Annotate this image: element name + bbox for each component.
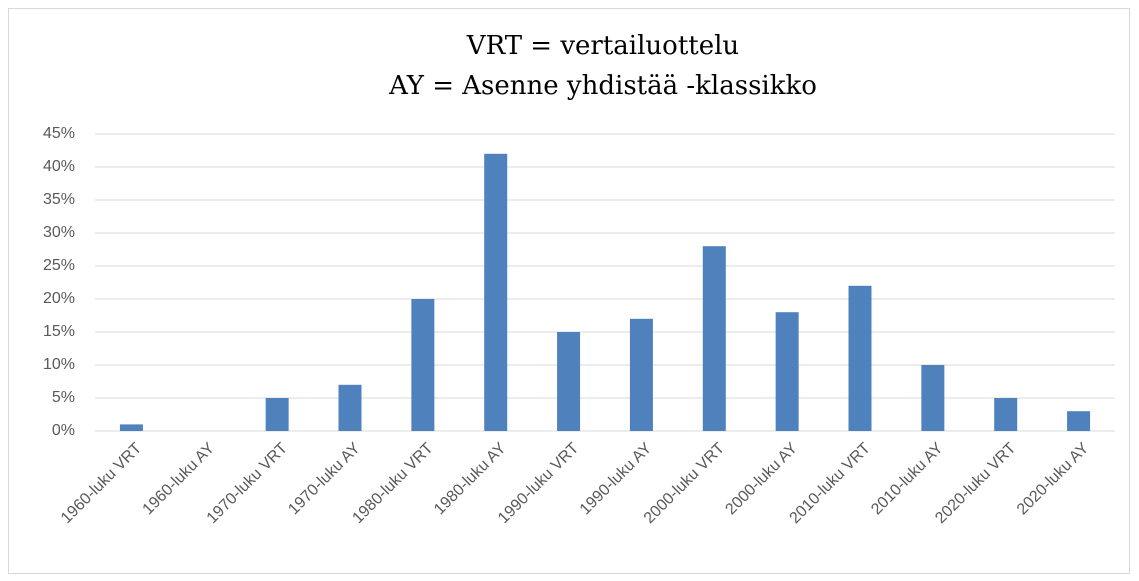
y-tick-label: 20% <box>43 290 75 307</box>
y-tick-label: 0% <box>52 422 75 439</box>
bar <box>775 312 799 431</box>
chart-title: VRT = vertailuottelu <box>466 31 739 61</box>
bar <box>338 384 362 431</box>
bar <box>921 365 945 431</box>
y-tick-label: 25% <box>43 257 75 274</box>
bar <box>265 398 289 431</box>
bar <box>848 285 872 431</box>
bar <box>1067 411 1091 431</box>
bar <box>119 424 143 431</box>
bar <box>411 299 435 431</box>
bar <box>702 246 726 431</box>
chart-title: AY = Asenne yhdistää -klassikko <box>388 71 817 101</box>
y-tick-label: 40% <box>43 158 75 175</box>
y-tick-label: 45% <box>43 125 75 142</box>
y-tick-label: 35% <box>43 191 75 208</box>
bar <box>994 398 1018 431</box>
bar <box>557 332 581 431</box>
bar <box>629 318 653 431</box>
bar <box>484 153 508 432</box>
y-tick-label: 30% <box>43 224 75 241</box>
chart-border <box>8 8 1130 574</box>
y-tick-label: 10% <box>43 356 75 373</box>
y-tick-label: 15% <box>43 323 75 340</box>
y-tick-label: 5% <box>52 389 75 406</box>
